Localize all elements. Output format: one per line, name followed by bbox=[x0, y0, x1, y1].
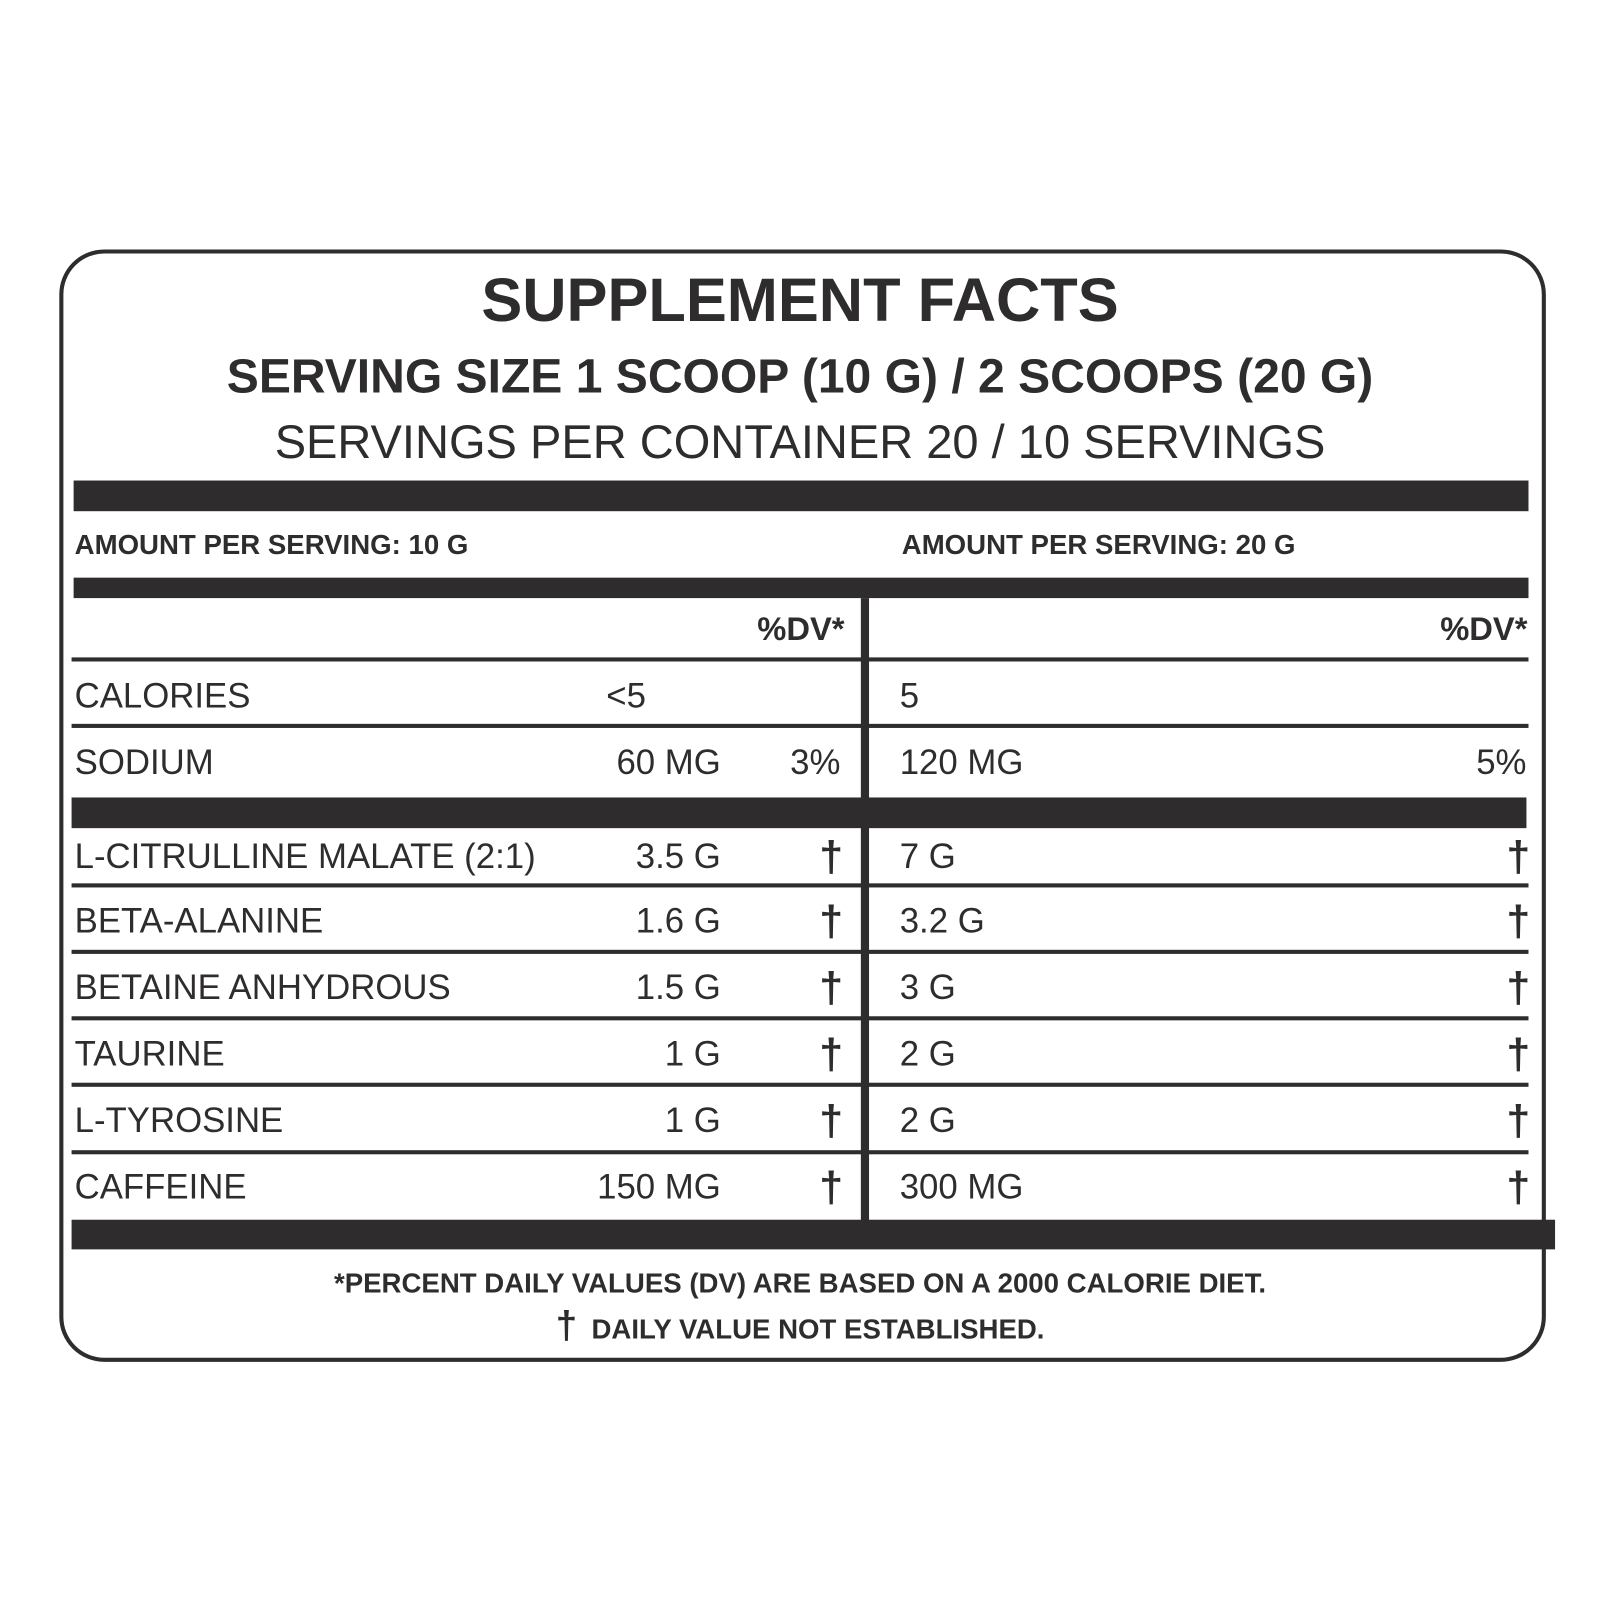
amount-20g: 2 G bbox=[899, 1101, 956, 1140]
dagger-icon: † bbox=[1506, 832, 1531, 881]
nutrient-name: TAURINE bbox=[74, 1034, 225, 1074]
column-divider bbox=[860, 598, 870, 1222]
servings-per-container: SERVINGS PER CONTAINER 20 / 10 SERVINGS bbox=[274, 415, 1326, 469]
dagger-icon: † bbox=[819, 1162, 844, 1211]
thick-divider bbox=[71, 1219, 1556, 1250]
amount-20g: 3.2 G bbox=[899, 901, 985, 941]
nutrient-name: BETA-ALANINE bbox=[74, 901, 324, 941]
dagger-icon: † bbox=[1506, 896, 1531, 945]
panel-title: SUPPLEMENT FACTS bbox=[481, 265, 1119, 335]
dv-10g bbox=[716, 671, 841, 722]
amount-20g: 3 G bbox=[899, 968, 956, 1008]
thick-divider bbox=[73, 480, 1529, 512]
dagger-icon: † bbox=[1506, 963, 1531, 1012]
right-amount-header: AMOUNT PER SERVING: 20 G bbox=[901, 529, 1296, 561]
dagger-icon: † bbox=[819, 832, 844, 881]
dagger-icon: † bbox=[819, 963, 844, 1012]
amount-10g: 150 MG bbox=[597, 1167, 721, 1207]
amount-10g: <5 bbox=[606, 676, 646, 716]
panel-border bbox=[59, 249, 1546, 1362]
thick-divider bbox=[71, 797, 1527, 829]
dagger-icon: † bbox=[555, 1304, 578, 1348]
dagger-icon: † bbox=[1506, 1162, 1531, 1211]
amount-10g: 1.5 G bbox=[635, 968, 721, 1008]
left-dv-header: %DV* bbox=[757, 610, 845, 648]
dagger-icon: † bbox=[1506, 1096, 1531, 1145]
dv-footnote: *PERCENT DAILY VALUES (DV) ARE BASED ON … bbox=[333, 1267, 1267, 1299]
amount-20g: 2 G bbox=[899, 1034, 956, 1074]
dagger-icon: † bbox=[819, 1029, 844, 1078]
amount-20g: 120 MG bbox=[899, 743, 1024, 783]
nutrient-name: CALORIES bbox=[74, 676, 251, 716]
dagger-icon: † bbox=[1506, 1029, 1531, 1078]
amount-20g: 5 bbox=[899, 676, 920, 716]
nutrient-name: L-TYROSINE bbox=[74, 1101, 284, 1140]
thick-divider bbox=[73, 577, 1529, 599]
amount-20g: 7 G bbox=[899, 837, 956, 877]
dv-20g: 5% bbox=[1476, 743, 1527, 783]
dagger-footnote: † DAILY VALUE NOT ESTABLISHED. bbox=[555, 1304, 1045, 1348]
serving-size: SERVING SIZE 1 SCOOP (10 G) / 2 SCOOPS (… bbox=[226, 348, 1374, 403]
dv-20g bbox=[1329, 671, 1526, 722]
left-amount-header: AMOUNT PER SERVING: 10 G bbox=[74, 529, 469, 561]
amount-10g: 1 G bbox=[664, 1101, 721, 1140]
amount-10g: 3.5 G bbox=[635, 837, 721, 877]
nutrient-name: BETAINE ANHYDROUS bbox=[74, 968, 451, 1008]
dv-10g: 3% bbox=[790, 743, 841, 783]
dagger-icon: † bbox=[819, 896, 844, 945]
amount-10g: 1 G bbox=[664, 1034, 721, 1074]
right-dv-header: %DV* bbox=[1440, 610, 1528, 648]
dagger-icon: † bbox=[819, 1096, 844, 1145]
amount-10g: 60 MG bbox=[616, 743, 721, 783]
nutrient-name: SODIUM bbox=[74, 743, 214, 783]
nutrient-name: CAFFEINE bbox=[74, 1167, 247, 1207]
amount-10g: 1.6 G bbox=[635, 901, 721, 941]
nutrient-name: L-CITRULLINE MALATE (2:1) bbox=[74, 837, 536, 877]
amount-20g: 300 MG bbox=[899, 1167, 1024, 1207]
